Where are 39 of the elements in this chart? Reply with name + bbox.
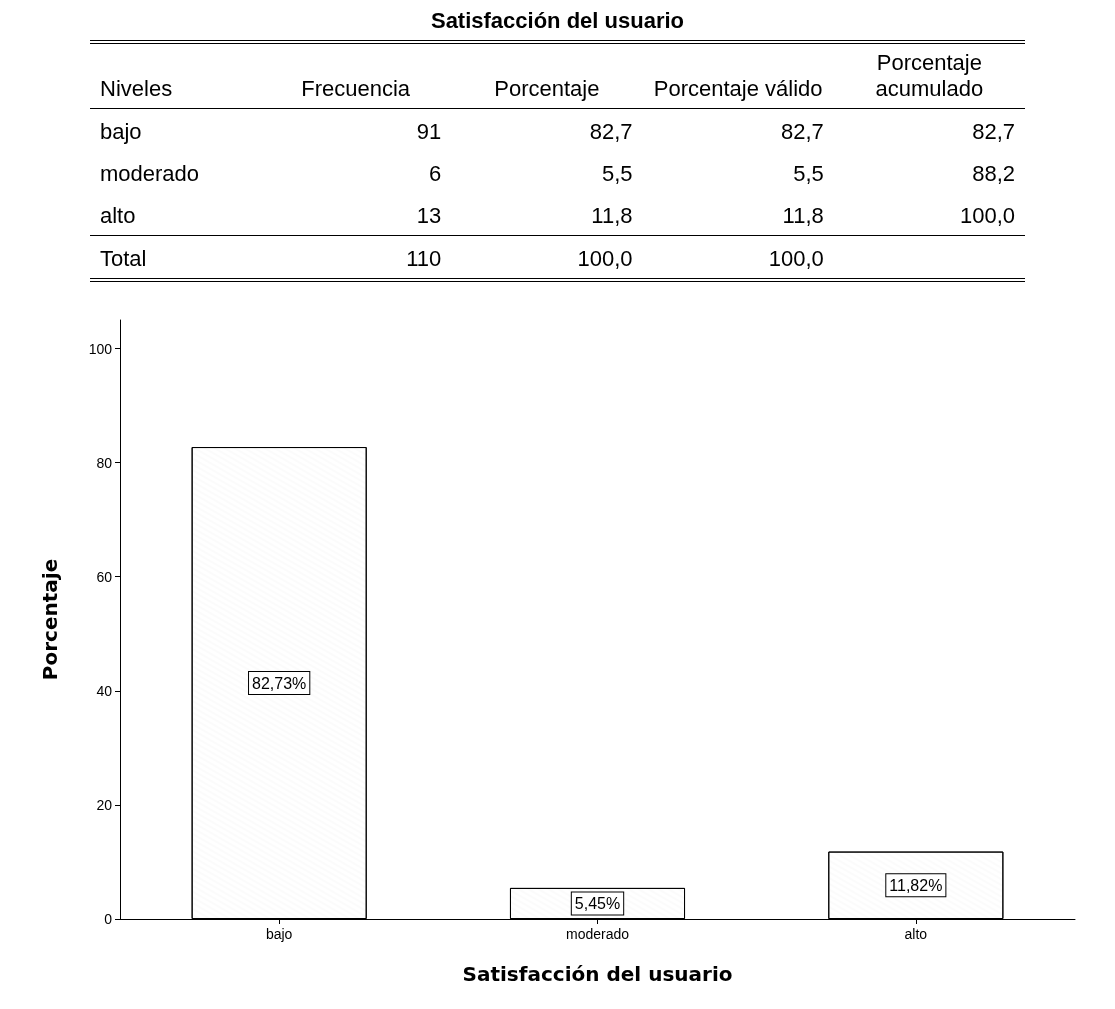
text: Porcentaje válido (642, 42, 834, 109)
text: 82,7 (779, 118, 825, 146)
x-tick-label: bajo (265, 926, 293, 942)
data-label: 82,73% (252, 674, 307, 692)
text: 82,7 (588, 118, 634, 146)
text: alto (99, 202, 137, 230)
text: 6 (428, 160, 443, 188)
text: bajo (99, 118, 143, 146)
text: 100,0 (767, 245, 825, 273)
text: moderado (99, 160, 201, 188)
text: Satisfacción del usuario (429, 8, 686, 34)
y-tick-label: 100 (88, 340, 113, 357)
text: Porcentaje acumulado (833, 42, 1025, 109)
text: 110 (405, 245, 443, 273)
y-tick-label: 80 (96, 454, 113, 471)
text: 11,8 (590, 202, 634, 230)
y-tick-label: 20 (96, 796, 113, 813)
text: 100,0 (576, 245, 634, 273)
text: 5,5 (600, 160, 634, 188)
y-tick-label: 0 (104, 911, 113, 927)
y-tick-label: 40 (96, 682, 113, 699)
data-label: 5,45% (574, 894, 621, 912)
text: Frecuencia (260, 42, 452, 109)
x-tick-label: moderado (565, 926, 630, 942)
text: 5,5 (792, 160, 825, 188)
data-label: 11,82% (889, 876, 943, 894)
x-tick-label: alto (904, 926, 928, 942)
text: 82,7 (971, 118, 1016, 146)
y-tick-label: 60 (96, 568, 113, 585)
text: Total (99, 245, 148, 273)
text: Porcentaje (451, 42, 643, 109)
x-axis-title: Satisfacción del usuario (462, 962, 733, 986)
text: 88,2 (971, 160, 1016, 188)
text: Niveles (90, 42, 260, 109)
text: 100,0 (958, 202, 1016, 230)
text: 11,8 (781, 202, 825, 230)
text: 91 (415, 118, 443, 146)
y-axis-title: Porcentaje (38, 558, 62, 681)
text: 13 (415, 202, 443, 230)
